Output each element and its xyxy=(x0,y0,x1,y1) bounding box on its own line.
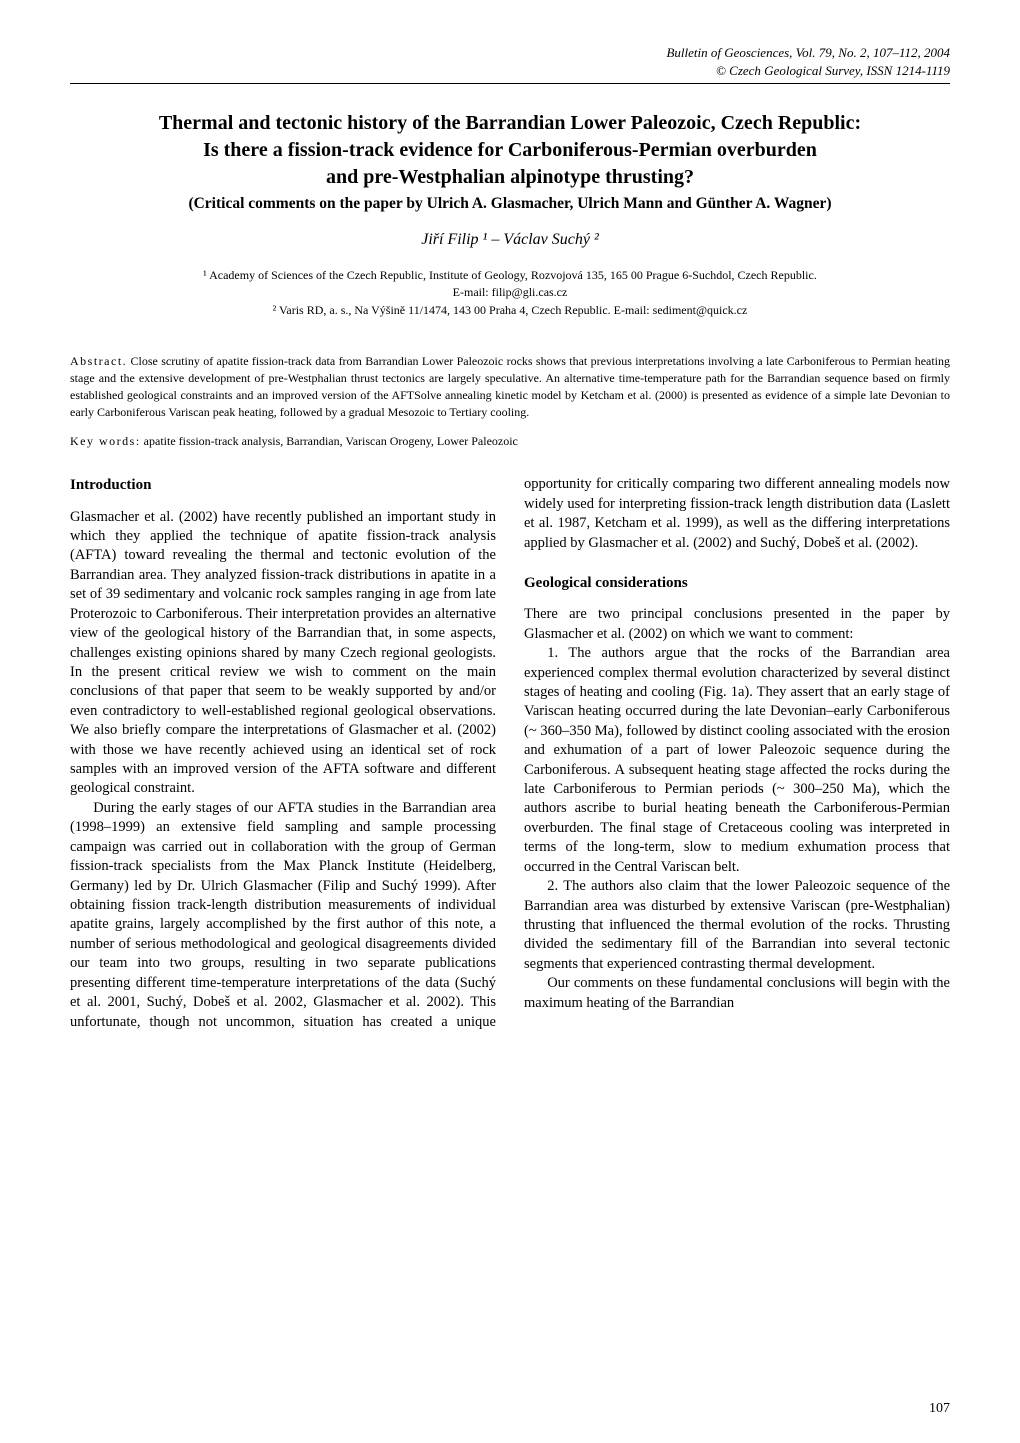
intro-paragraph-1: Glasmacher et al. (2002) have recently p… xyxy=(70,508,496,799)
keywords: Key words: apatite fission-track analysi… xyxy=(70,434,950,449)
title-line-3: and pre-Westphalian alpinotype thrusting… xyxy=(70,164,950,191)
title-line-2: Is there a fission-track evidence for Ca… xyxy=(70,137,950,164)
page-number: 107 xyxy=(929,1401,950,1417)
keywords-text: apatite fission-track analysis, Barrandi… xyxy=(144,434,518,448)
geological-heading: Geological considerations xyxy=(524,573,950,593)
copyright-line: © Czech Geological Survey, ISSN 1214-111… xyxy=(70,62,950,80)
article-title: Thermal and tectonic history of the Barr… xyxy=(70,110,950,191)
critical-comments-subtitle: (Critical comments on the paper by Ulric… xyxy=(70,195,950,213)
journal-line: Bulletin of Geosciences, Vol. 79, No. 2,… xyxy=(70,44,950,62)
abstract: Abstract. Close scrutiny of apatite fiss… xyxy=(70,353,950,420)
affiliation-2: ² Varis RD, a. s., Na Výšině 11/1474, 14… xyxy=(70,302,950,319)
body-columns: Introduction Glasmacher et al. (2002) ha… xyxy=(70,475,950,1031)
introduction-heading: Introduction xyxy=(70,475,496,495)
journal-header: Bulletin of Geosciences, Vol. 79, No. 2,… xyxy=(70,44,950,84)
affiliation-1: ¹ Academy of Sciences of the Czech Repub… xyxy=(70,267,950,284)
geo-paragraph-3: 2. The authors also claim that the lower… xyxy=(524,877,950,974)
authors: Jiří Filip ¹ – Václav Suchý ² xyxy=(70,231,950,249)
keywords-label: Key words: xyxy=(70,434,141,448)
geo-paragraph-2: 1. The authors argue that the rocks of t… xyxy=(524,644,950,877)
affiliation-1-email: E-mail: filip@gli.cas.cz xyxy=(70,284,950,301)
affiliations: ¹ Academy of Sciences of the Czech Repub… xyxy=(70,267,950,319)
geo-paragraph-1: There are two principal conclusions pres… xyxy=(524,605,950,644)
abstract-text: Close scrutiny of apatite fission-track … xyxy=(70,354,950,418)
geo-paragraph-4: Our comments on these fundamental conclu… xyxy=(524,974,950,1013)
section-gap xyxy=(524,553,950,573)
abstract-label: Abstract. xyxy=(70,354,127,368)
title-line-1: Thermal and tectonic history of the Barr… xyxy=(70,110,950,137)
